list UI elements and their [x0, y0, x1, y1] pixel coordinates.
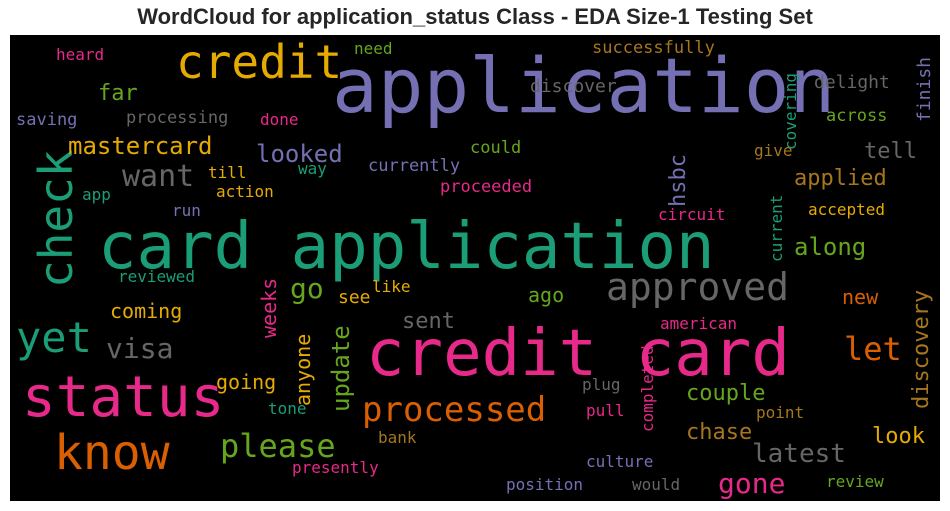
word-presently: presently — [292, 458, 379, 477]
word-heard: heard — [56, 45, 104, 64]
word-look: look — [872, 424, 925, 449]
word-processing: processing — [126, 108, 228, 128]
word-new: new — [842, 285, 879, 309]
word-let: let — [844, 330, 902, 368]
word-successfully: successfully — [592, 38, 715, 58]
word-done: done — [260, 110, 299, 129]
word-discovery: discovery — [909, 290, 934, 409]
word-applied: applied — [794, 166, 887, 191]
word-american: american — [660, 314, 737, 333]
word-couple: couple — [686, 381, 765, 406]
word-across: across — [826, 106, 887, 126]
word-application: application — [332, 41, 835, 130]
word-way: way — [298, 159, 327, 178]
word-tell: tell — [864, 139, 917, 164]
word-saving: saving — [16, 110, 77, 130]
word-bank: bank — [378, 428, 417, 447]
cloud-background — [10, 35, 940, 501]
word-mastercard: mastercard — [68, 132, 213, 160]
word-status: status — [22, 365, 224, 430]
word-proceeded: proceeded — [440, 177, 532, 197]
word-latest: latest — [752, 439, 846, 469]
word-visa: visa — [106, 332, 173, 365]
word-culture: culture — [586, 452, 653, 471]
word-looked: looked — [256, 140, 343, 168]
word-hsbc: hsbc — [666, 154, 691, 207]
word-processed: processed — [362, 390, 546, 430]
word-ago: ago — [528, 283, 564, 307]
word-anyone: anyone — [291, 334, 315, 406]
word-see: see — [338, 287, 371, 308]
word-along: along — [794, 233, 866, 261]
word-going: going — [216, 370, 276, 394]
word-update: update — [327, 325, 355, 412]
word-finish: finish — [914, 57, 935, 122]
word-yet: yet — [16, 313, 92, 362]
word-sent: sent — [402, 309, 455, 334]
word-check: check — [29, 150, 83, 288]
chart-title: WordCloud for application_status Class -… — [137, 4, 813, 29]
word-app: app — [82, 185, 111, 204]
word-covering: covering — [781, 73, 800, 150]
word-want: want — [122, 159, 194, 194]
word-review: review — [826, 472, 884, 491]
word-run: run — [172, 201, 201, 220]
word-gone: gone — [718, 467, 785, 500]
wordcloud-canvas: application card application credit card st… — [10, 35, 940, 501]
word-far: far — [98, 81, 138, 106]
word-currently: currently — [368, 156, 460, 176]
word-know: know — [54, 425, 170, 481]
word-current: current — [767, 195, 786, 262]
word-like: like — [372, 277, 411, 296]
word-credit: credit — [176, 35, 342, 89]
word-position: position — [506, 475, 583, 494]
word-chase: chase — [686, 420, 752, 445]
word-would: would — [632, 475, 680, 494]
word-group: application card application credit card st… — [16, 35, 935, 500]
word-weeks: weeks — [257, 278, 281, 338]
word-need: need — [354, 39, 393, 58]
word-discover: discover — [530, 76, 617, 97]
word-approved: approved — [606, 265, 789, 309]
word-completed: completed — [638, 345, 657, 432]
word-action: action — [216, 182, 274, 201]
word-go: go — [290, 272, 324, 305]
word-please: please — [220, 427, 336, 465]
word-accepted: accepted — [808, 200, 885, 219]
word-give: give — [754, 141, 793, 160]
word-coming: coming — [110, 299, 182, 323]
word-circuit: circuit — [658, 205, 725, 224]
word-could: could — [470, 138, 521, 158]
word-plug: plug — [582, 375, 621, 394]
word-reviewed: reviewed — [118, 267, 195, 286]
word-pull: pull — [586, 401, 625, 420]
word-credit-card: credit card — [366, 317, 790, 391]
word-card-application: card application — [98, 210, 715, 284]
word-point: point — [756, 403, 804, 422]
word-delight: delight — [814, 72, 890, 93]
word-till: till — [208, 163, 247, 182]
word-tone: tone — [268, 399, 307, 418]
